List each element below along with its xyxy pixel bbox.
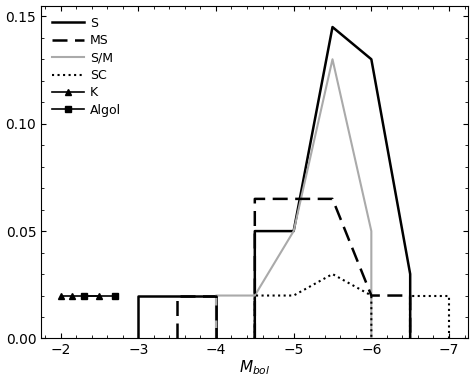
Legend: S, MS, S/M, SC, K, Algol: S, MS, S/M, SC, K, Algol	[47, 12, 126, 122]
X-axis label: $M_{bol}$: $M_{bol}$	[239, 359, 271, 377]
